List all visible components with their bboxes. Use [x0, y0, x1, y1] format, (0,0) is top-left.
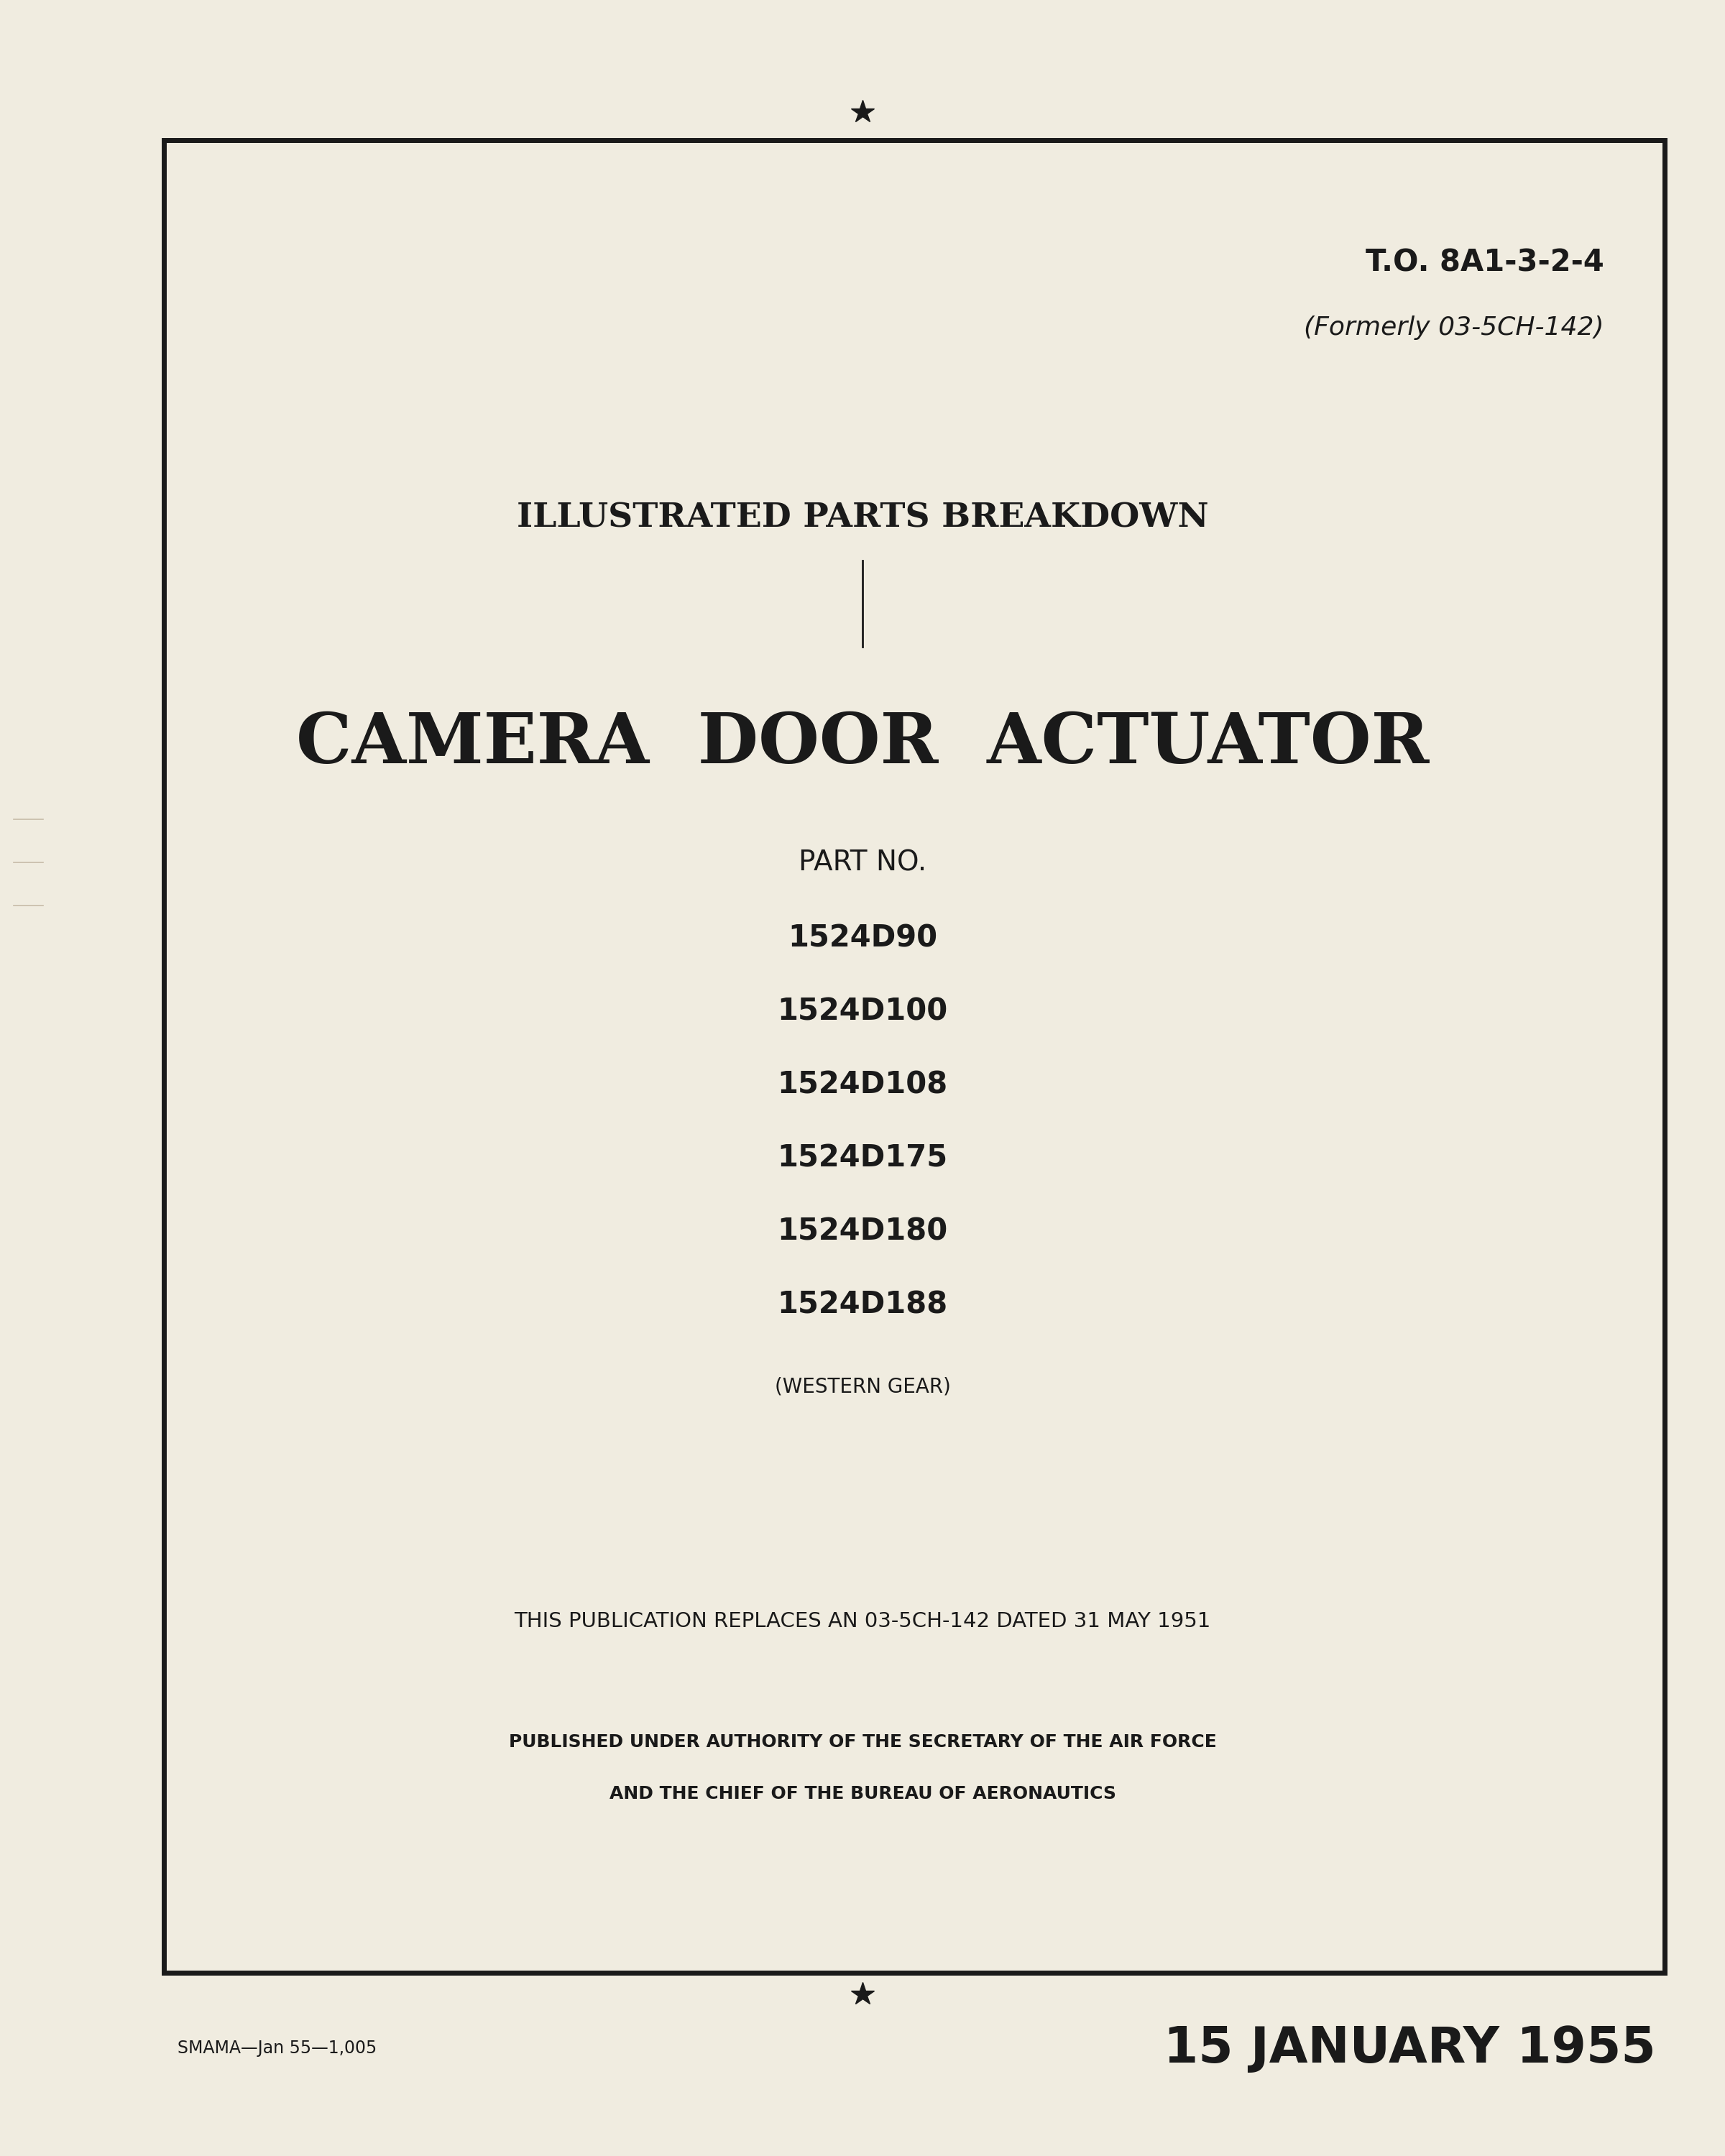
Text: THIS PUBLICATION REPLACES AN 03-5CH-142 DATED 31 MAY 1951: THIS PUBLICATION REPLACES AN 03-5CH-142 …: [514, 1611, 1211, 1632]
Text: SMAMA—Jan 55—1,005: SMAMA—Jan 55—1,005: [178, 2040, 378, 2057]
Text: T.O. 8A1-3-2-4: T.O. 8A1-3-2-4: [1366, 248, 1604, 278]
Text: AND THE CHIEF OF THE BUREAU OF AERONAUTICS: AND THE CHIEF OF THE BUREAU OF AERONAUTI…: [609, 1785, 1116, 1802]
Bar: [164, 140, 1665, 1973]
Text: CAMERA  DOOR  ACTUATOR: CAMERA DOOR ACTUATOR: [297, 709, 1428, 778]
Text: 1524D108: 1524D108: [778, 1069, 947, 1100]
Text: PART NO.: PART NO.: [799, 849, 926, 875]
Text: (Formerly 03-5CH-142): (Formerly 03-5CH-142): [1304, 315, 1604, 341]
Text: PUBLISHED UNDER AUTHORITY OF THE SECRETARY OF THE AIR FORCE: PUBLISHED UNDER AUTHORITY OF THE SECRETA…: [509, 1733, 1216, 1751]
Text: 1524D188: 1524D188: [778, 1289, 947, 1319]
Text: 1524D180: 1524D180: [778, 1216, 947, 1246]
Text: (WESTERN GEAR): (WESTERN GEAR): [775, 1376, 950, 1397]
Text: 1524D175: 1524D175: [778, 1143, 947, 1173]
Text: ILLUSTRATED PARTS BREAKDOWN: ILLUSTRATED PARTS BREAKDOWN: [516, 500, 1209, 535]
Text: 15 JANUARY 1955: 15 JANUARY 1955: [1164, 2024, 1656, 2072]
Text: 1524D90: 1524D90: [788, 923, 937, 953]
Text: 1524D100: 1524D100: [778, 996, 947, 1026]
